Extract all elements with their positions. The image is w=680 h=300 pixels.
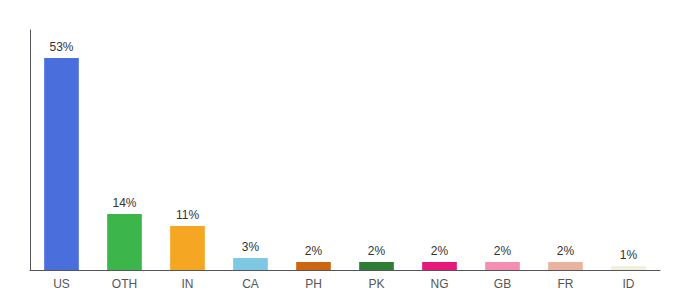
svg-text:14%: 14% bbox=[112, 196, 136, 210]
svg-text:2%: 2% bbox=[431, 244, 449, 258]
svg-text:NG: NG bbox=[431, 277, 449, 291]
svg-text:3%: 3% bbox=[242, 240, 260, 254]
svg-text:2%: 2% bbox=[494, 244, 512, 258]
svg-text:2%: 2% bbox=[368, 244, 386, 258]
svg-text:1%: 1% bbox=[620, 248, 638, 262]
svg-text:US: US bbox=[53, 277, 70, 291]
svg-text:11%: 11% bbox=[176, 208, 199, 222]
svg-text:CA: CA bbox=[242, 277, 259, 291]
svg-text:OTH: OTH bbox=[112, 277, 137, 291]
svg-text:PK: PK bbox=[368, 277, 384, 291]
svg-text:ID: ID bbox=[623, 277, 635, 291]
svg-text:2%: 2% bbox=[557, 244, 575, 258]
svg-text:53%: 53% bbox=[49, 40, 73, 54]
svg-text:GB: GB bbox=[494, 277, 511, 291]
svg-text:2%: 2% bbox=[305, 244, 323, 258]
svg-text:PH: PH bbox=[305, 277, 322, 291]
svg-text:IN: IN bbox=[182, 277, 194, 291]
svg-text:FR: FR bbox=[558, 277, 574, 291]
